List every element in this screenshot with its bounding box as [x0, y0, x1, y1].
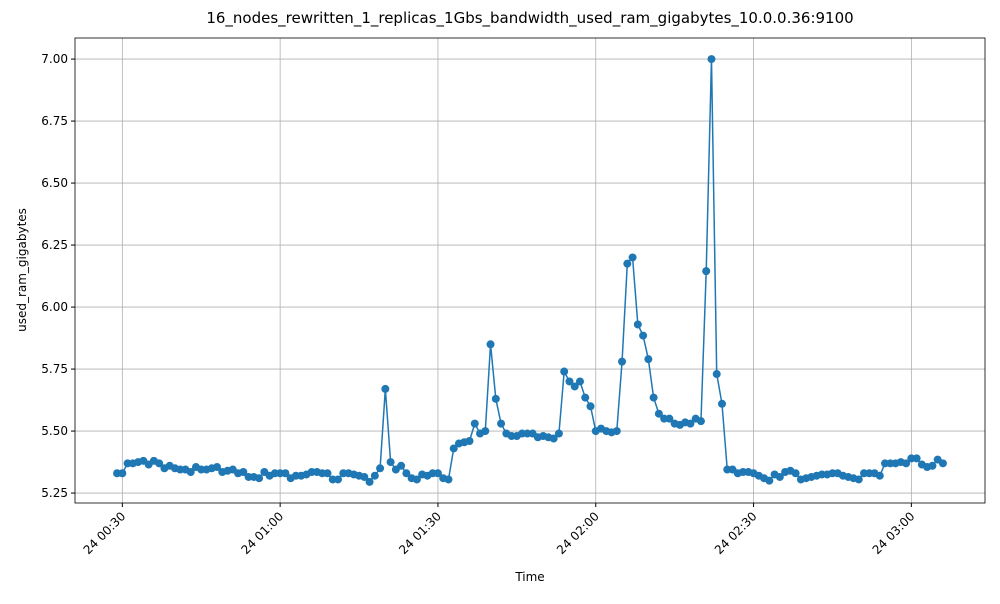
data-point — [449, 444, 458, 453]
data-point — [902, 459, 911, 468]
plot-frame — [74, 37, 986, 504]
y-tick-label: 7.00 — [41, 52, 68, 66]
y-tick-label: 6.25 — [41, 238, 68, 252]
data-point — [255, 474, 264, 483]
data-point — [775, 472, 784, 481]
data-point — [444, 475, 453, 484]
data-point — [639, 331, 648, 340]
data-point — [334, 475, 343, 484]
data-point — [239, 468, 248, 476]
data-point — [549, 434, 558, 443]
data-point — [381, 384, 390, 393]
data-point — [854, 475, 863, 484]
data-point — [281, 469, 290, 478]
data-point — [654, 409, 663, 418]
data-point — [875, 471, 884, 480]
data-point — [465, 437, 474, 445]
data-point — [791, 469, 800, 478]
data-point — [633, 320, 642, 329]
y-tick-label: 6.00 — [41, 300, 68, 314]
y-tick-label: 6.50 — [41, 176, 68, 190]
data-point — [386, 458, 395, 467]
y-tick-label: 5.50 — [41, 424, 68, 438]
data-point — [570, 382, 579, 391]
chart-title: 16_nodes_rewritten_1_replicas_1Gbs_bandw… — [206, 9, 853, 28]
data-point — [586, 402, 595, 411]
data-point — [938, 459, 947, 468]
y-tick-label: 5.25 — [41, 486, 68, 500]
data-point — [554, 429, 563, 438]
data-point — [702, 267, 711, 276]
data-point — [912, 454, 921, 463]
data-point — [575, 377, 584, 386]
data-point — [155, 459, 164, 468]
data-point — [623, 259, 632, 268]
data-point — [433, 469, 442, 478]
data-point — [323, 469, 332, 478]
data-point — [628, 253, 637, 262]
data-point — [470, 419, 479, 428]
data-point — [696, 417, 705, 426]
data-point — [686, 419, 695, 428]
data-point — [402, 469, 411, 478]
data-point — [765, 476, 774, 485]
data-point — [717, 399, 726, 408]
data-point — [376, 464, 385, 473]
data-point — [618, 357, 627, 366]
data-point — [644, 355, 653, 364]
data-point — [497, 419, 506, 428]
data-point — [707, 55, 716, 64]
data-point — [481, 427, 490, 436]
data-point — [118, 469, 127, 478]
data-point — [186, 468, 195, 476]
data-point — [612, 427, 621, 436]
data-point — [565, 377, 574, 386]
data-point — [365, 477, 374, 486]
data-point — [581, 393, 590, 402]
data-point — [560, 367, 569, 376]
data-point — [928, 461, 937, 470]
x-axis-label: Time — [514, 570, 544, 584]
data-point — [397, 461, 406, 470]
data-point — [649, 393, 658, 402]
data-point — [370, 471, 379, 480]
data-point — [665, 414, 674, 423]
data-point — [412, 475, 421, 484]
data-point — [712, 370, 721, 379]
data-point — [491, 394, 500, 403]
y-tick-label: 6.75 — [41, 114, 68, 128]
data-point — [360, 472, 369, 481]
y-tick-label: 5.75 — [41, 362, 68, 376]
data-point — [213, 463, 222, 472]
data-point — [486, 340, 495, 349]
y-axis-label: used_ram_gigabytes — [15, 208, 29, 332]
